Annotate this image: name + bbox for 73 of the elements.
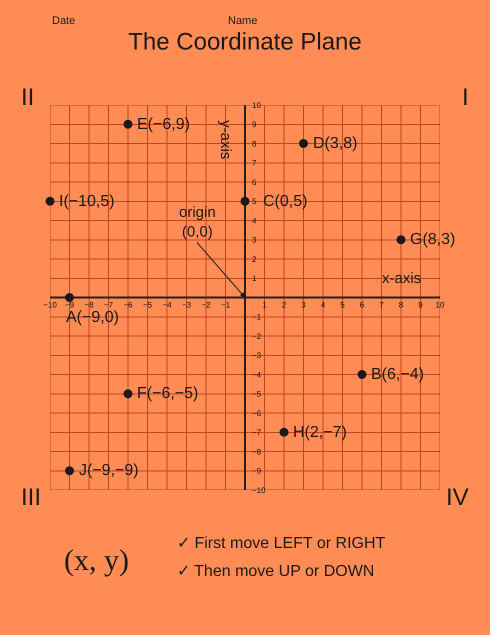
y-tick-label: −4 <box>252 370 262 380</box>
annotation: C(0,5) <box>263 193 308 210</box>
annotation: H(2,−7) <box>293 424 347 441</box>
point <box>46 196 54 206</box>
y-tick-label: 6 <box>252 178 257 187</box>
x-tick-label: 8 <box>398 300 404 310</box>
text: II <box>21 84 34 111</box>
point <box>396 235 406 244</box>
annotation: E(−6,9) <box>137 116 190 133</box>
point <box>124 120 132 129</box>
y-tick-label: −7 <box>252 428 262 438</box>
x-tick-label: 4 <box>320 300 326 310</box>
y-tick-label: 1 <box>252 274 257 284</box>
y-tick-label: 5 <box>252 197 257 206</box>
text: Name <box>228 15 258 27</box>
x-tick-label: 7 <box>379 300 384 310</box>
x-tick-label: −4 <box>162 300 172 310</box>
text: IV <box>446 484 469 511</box>
x-tick-label: −8 <box>84 300 94 310</box>
x-tick-label: −5 <box>142 300 153 310</box>
y-tick-label: 8 <box>252 139 257 148</box>
y-tick-label: 4 <box>252 216 257 226</box>
chart-title: The Coordinate Plane <box>128 28 362 56</box>
y-tick-label: −9 <box>252 466 262 476</box>
annotation: origin (0,0) <box>179 204 216 240</box>
x-tick-label: −9 <box>64 300 75 310</box>
y-axis-title: y-axis <box>217 120 234 160</box>
annotation: D(3,8) <box>313 135 358 152</box>
y-tick-label: 9 <box>252 120 257 130</box>
x-tick-label: 6 <box>360 300 365 310</box>
x-tick-label: −10 <box>43 300 58 310</box>
annotation: F(−6,−5) <box>137 385 198 402</box>
x-tick-label: −1 <box>220 300 231 310</box>
y-tick-label: −2 <box>252 332 262 341</box>
y-tick-label: −8 <box>252 447 262 456</box>
y-tick-label: −10 <box>252 486 266 495</box>
text: III <box>21 484 42 511</box>
y-tick-label: 10 <box>252 100 262 110</box>
text: I <box>462 84 469 111</box>
x-tick-label: 3 <box>301 300 306 310</box>
x-axis-title: x-axis <box>382 270 422 287</box>
y-tick-label: −6 <box>252 408 262 418</box>
annotation: J(−9,−9) <box>79 462 139 479</box>
x-tick-label: 10 <box>436 300 445 310</box>
y-tick-label: 3 <box>252 236 257 245</box>
point <box>65 466 74 476</box>
point <box>358 370 366 379</box>
point <box>124 389 132 398</box>
y-tick-label: 2 <box>252 254 257 264</box>
annotation: G(8,3) <box>410 231 456 248</box>
x-tick-label: −3 <box>182 300 192 310</box>
annotation: B(6,−4) <box>371 366 424 383</box>
y-tick-label: −3 <box>252 351 262 360</box>
x-tick-label: 9 <box>418 300 424 310</box>
y-tick-label: −1 <box>252 312 262 322</box>
x-tick-label: 1 <box>262 300 268 310</box>
x-tick-label: 2 <box>282 300 287 310</box>
point <box>280 428 288 437</box>
x-tick-label: −7 <box>104 300 114 310</box>
x-tick-label: 5 <box>340 300 346 310</box>
point <box>299 139 308 148</box>
text: ✓ Then move UP or DOWN <box>177 563 374 580</box>
text: (x, y) <box>64 544 129 577</box>
annotation: A(−9,0) <box>66 309 119 326</box>
y-tick-label: 7 <box>252 158 257 168</box>
text: Date <box>52 15 76 27</box>
point <box>240 196 250 206</box>
text: ✓ First move LEFT or RIGHT <box>177 535 386 552</box>
y-tick-label: −5 <box>252 390 262 399</box>
x-tick-label: −2 <box>201 300 212 310</box>
x-tick-label: −6 <box>123 300 134 310</box>
annotation: I(−10,5) <box>59 193 115 210</box>
point <box>65 293 74 302</box>
